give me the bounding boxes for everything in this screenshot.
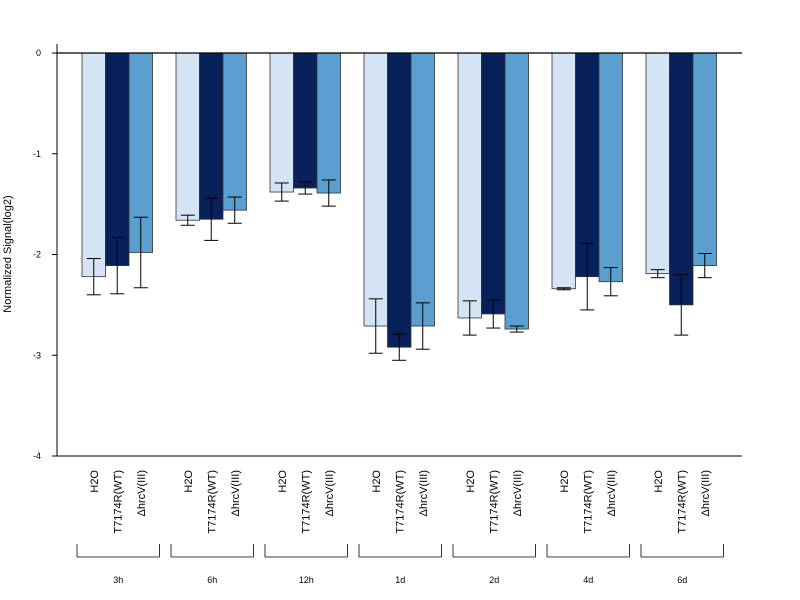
error-bar [368, 298, 383, 354]
bar [669, 52, 694, 306]
group-label: 1d [395, 575, 405, 585]
y-tick-label: -3 [33, 350, 41, 360]
x-category-label: ΔhrcV(III) [606, 470, 618, 516]
bar [551, 52, 576, 290]
group-label: 2d [489, 575, 499, 585]
error-bar [603, 267, 618, 297]
x-category-label: T7174R(WT) [206, 470, 218, 534]
error-bar [298, 181, 313, 195]
error-bar [110, 236, 125, 295]
error-bar [415, 302, 430, 350]
y-axis: 0 -1 -2 -3 -4 [33, 44, 58, 461]
error-bars [86, 179, 712, 361]
group-bracket [640, 544, 724, 558]
x-category-labels: H2O T7174R(WT) ΔhrcV(III) H2O T7174R(WT) Δhrc… [89, 470, 712, 534]
error-bar [274, 182, 289, 202]
bar [598, 52, 623, 283]
x-category-label: H2O [183, 470, 195, 493]
group-label: 4d [583, 575, 593, 585]
bar [645, 52, 670, 275]
x-category-label: T7174R(WT) [582, 470, 594, 534]
bar [363, 52, 388, 327]
bar [481, 52, 506, 315]
bar [692, 52, 717, 266]
x-category-label: T7174R(WT) [300, 470, 312, 534]
group-label: 6h [207, 575, 217, 585]
group-bracket [264, 544, 348, 558]
x-category-label: ΔhrcV(III) [700, 470, 712, 516]
group-bracket [170, 544, 254, 558]
bar [504, 52, 529, 330]
group-label: 3h [113, 575, 123, 585]
bars [81, 52, 717, 348]
group-bracket [358, 544, 442, 558]
group-bracket [76, 544, 160, 558]
error-bar [86, 258, 101, 296]
bar [222, 52, 247, 211]
y-axis-label: Normalized Signal(log2) [2, 195, 14, 312]
bar [410, 52, 435, 327]
group-bracket [546, 544, 630, 558]
bar [269, 52, 294, 193]
error-bar [392, 333, 407, 361]
bar [316, 52, 341, 194]
error-bar [321, 179, 336, 207]
x-category-label: H2O [89, 470, 101, 493]
bar [387, 52, 412, 348]
group-label: 6d [677, 575, 687, 585]
error-bar [580, 242, 595, 311]
y-tick-label: 0 [36, 48, 41, 58]
bar [457, 52, 482, 319]
error-bar [462, 300, 477, 336]
group-bracket [452, 544, 536, 558]
error-bar [204, 197, 219, 241]
x-category-label: ΔhrcV(III) [136, 470, 148, 516]
error-bar [509, 325, 524, 333]
x-category-label: T7174R(WT) [394, 470, 406, 534]
error-bar [556, 287, 571, 291]
x-category-label: H2O [277, 470, 289, 493]
x-category-label: ΔhrcV(III) [324, 470, 336, 516]
group-brackets: 3h 6h 12h 1d 2d 4d 6d [76, 544, 724, 585]
bar [105, 52, 130, 266]
x-category-label: ΔhrcV(III) [230, 470, 242, 516]
x-category-label: T7174R(WT) [676, 470, 688, 534]
x-category-label: T7174R(WT) [112, 470, 124, 534]
error-bar [697, 252, 712, 279]
x-category-label: H2O [371, 470, 383, 493]
x-category-label: ΔhrcV(III) [418, 470, 430, 516]
y-tick-label: -1 [33, 149, 41, 159]
x-category-label: H2O [653, 470, 665, 493]
y-tick-label: -4 [33, 451, 41, 461]
bar [293, 52, 318, 189]
error-bar [180, 214, 195, 226]
bar [175, 52, 200, 221]
x-category-label: H2O [559, 470, 571, 493]
error-bar [227, 196, 242, 224]
y-tick-label: -2 [33, 250, 41, 260]
error-bar [650, 269, 665, 279]
bar [81, 52, 106, 278]
error-bar [674, 274, 689, 336]
error-bar [133, 216, 148, 289]
x-category-label: H2O [465, 470, 477, 493]
group-label: 12h [299, 575, 314, 585]
x-category-label: T7174R(WT) [488, 470, 500, 534]
x-category-label: ΔhrcV(III) [512, 470, 524, 516]
bar [199, 52, 224, 220]
error-bar [486, 299, 501, 329]
